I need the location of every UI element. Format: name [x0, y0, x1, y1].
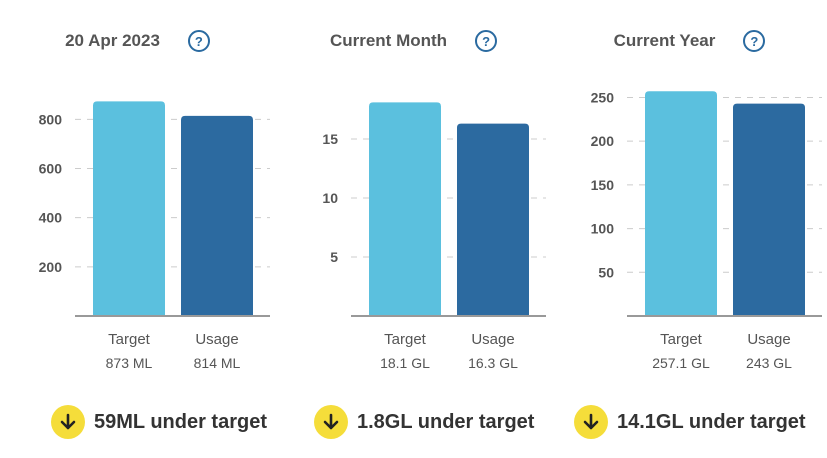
value-label: 873 ML: [106, 355, 153, 371]
value-label: 814 ML: [194, 355, 241, 371]
summary-text: 14.1GL under target: [617, 410, 806, 433]
y-tick-label: 10: [322, 190, 338, 206]
y-tick-label: 600: [39, 161, 63, 177]
panel-title-year: Current Year ?: [552, 30, 827, 52]
panel-month: Current Month ? 5 10 15 Target 18.1 GL Usage 1…: [276, 0, 551, 458]
y-tick-label: 800: [39, 111, 63, 127]
value-label: 257.1 GL: [652, 355, 710, 371]
category-label: Target: [660, 331, 703, 348]
chart-title: Current Month: [329, 31, 448, 50]
value-label: 18.1 GL: [380, 355, 430, 371]
bar-chart-year: 50 100 150 200 250 Target 257.1 GL Usage 243 GL: [591, 89, 822, 371]
bar-target[interactable]: [369, 102, 441, 316]
y-tick-label: 250: [591, 89, 615, 105]
panel-title-month: Current Month ?: [276, 30, 551, 52]
category-label: Target: [384, 331, 427, 348]
y-tick-label: 100: [591, 221, 615, 237]
category-label: Usage: [195, 331, 238, 348]
y-tick-label: 50: [598, 264, 614, 280]
y-tick-label: 5: [330, 249, 338, 265]
bar-chart-day: 200 400 600 800 Target 873 ML Usage 814 ML: [39, 101, 270, 371]
summary-text: 1.8GL under target: [357, 410, 535, 433]
arrow-down-icon: [314, 405, 348, 439]
panel-year: Current Year ? 50 100 150 200 250 Target 257.1…: [552, 0, 827, 458]
chart-title: 20 Apr 2023: [65, 31, 160, 50]
bar-target[interactable]: [93, 101, 165, 316]
summary-text: 59ML under target: [94, 410, 267, 433]
panel-day: 20 Apr 2023 ? 200 400 600 800 Target 873 ML Us…: [0, 0, 275, 458]
y-tick-label: 200: [39, 259, 63, 275]
bar-usage[interactable]: [457, 123, 529, 316]
y-tick-label: 400: [39, 210, 63, 226]
arrow-down-icon: [574, 405, 608, 439]
chart-title: Current Year: [613, 31, 716, 50]
summary-month: 1.8GL under target: [314, 405, 534, 439]
bar-usage[interactable]: [733, 103, 805, 316]
category-label: Target: [108, 331, 151, 348]
panel-title-day: 20 Apr 2023 ?: [0, 30, 275, 52]
y-tick-label: 15: [322, 131, 338, 147]
question-circle-icon[interactable]: ?: [743, 30, 766, 52]
summary-year: 14.1GL under target: [574, 405, 806, 439]
category-label: Usage: [471, 331, 514, 348]
question-circle-icon[interactable]: ?: [187, 30, 210, 52]
value-label: 16.3 GL: [468, 355, 518, 371]
category-label: Usage: [747, 331, 790, 348]
question-circle-icon[interactable]: ?: [475, 30, 498, 52]
y-tick-label: 150: [591, 177, 615, 193]
arrow-down-icon: [51, 405, 85, 439]
bar-target[interactable]: [645, 91, 717, 316]
summary-day: 59ML under target: [51, 405, 267, 439]
bar-chart-month: 5 10 15 Target 18.1 GL Usage 16.3 GL: [322, 102, 546, 371]
y-tick-label: 200: [591, 133, 615, 149]
value-label: 243 GL: [746, 355, 792, 371]
bar-usage[interactable]: [181, 115, 253, 316]
